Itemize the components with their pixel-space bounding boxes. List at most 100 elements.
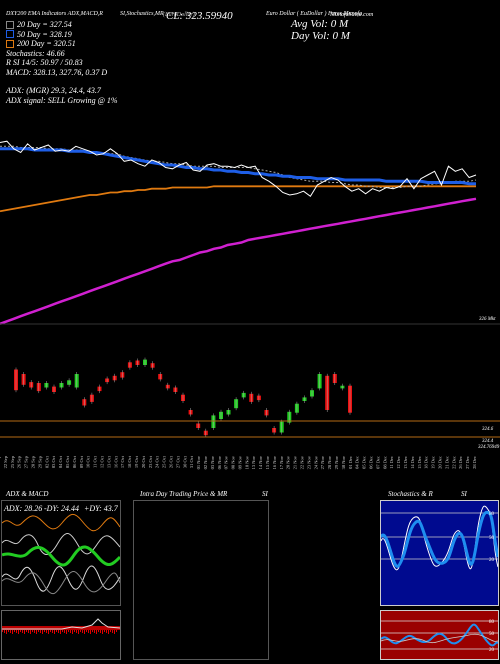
date-tick-label: 19 Oct — [134, 455, 139, 468]
mr-bar — [36, 630, 37, 634]
date-tick-label: 12 Oct — [100, 455, 105, 468]
date-tick-label: 07 Nov — [224, 455, 229, 469]
mr-bar — [4, 630, 5, 633]
legend-ema50-swatch — [6, 30, 14, 39]
mr-bar — [68, 630, 69, 632]
date-tick-label: 17 Oct — [120, 455, 125, 468]
date-tick-label: 15 Nov — [265, 455, 270, 469]
adx-white-line — [1, 533, 121, 555]
mr-bar — [34, 630, 35, 633]
macd-white-line — [1, 565, 121, 592]
macd-gray-line — [1, 571, 121, 595]
mr-bar — [112, 630, 113, 633]
mr-bar — [54, 630, 55, 634]
date-tick-label: 01 Nov — [196, 455, 201, 469]
date-tick-label: 24 Nov — [313, 455, 318, 469]
mr-bar — [56, 630, 57, 632]
mr-bar — [42, 630, 43, 634]
mr-bar — [92, 630, 93, 632]
series-price — [0, 140, 477, 198]
date-tick-label: 04 Oct — [58, 455, 63, 468]
date-tick-label: 12 Dec — [396, 456, 401, 469]
close-label: CL: 323.59940 — [166, 10, 233, 22]
date-tick-label: 28 Nov — [327, 455, 332, 469]
mr-bar — [6, 630, 7, 634]
date-tick-label: 25 Sep — [10, 455, 15, 468]
date-tick-label: 21 Nov — [293, 455, 298, 469]
mr-bar — [8, 630, 9, 632]
date-tick-label: 14 Nov — [258, 455, 263, 469]
stoch-title-right: SI — [461, 490, 467, 498]
date-tick-label: 05 Oct — [65, 455, 70, 468]
mr-bars — [2, 630, 117, 634]
date-tick-label: 07 Dec — [375, 456, 380, 469]
date-tick-label: 06 Dec — [369, 456, 374, 469]
header-left: DXY200 EMA Indicators ADX,MACD,R — [6, 11, 103, 17]
date-tick-label: 09 Oct — [79, 455, 84, 468]
rsi-svg: 80 50 20 — [380, 620, 499, 653]
adx-svg — [1, 514, 122, 595]
mr-bar — [52, 630, 53, 633]
mr-bar — [48, 630, 49, 634]
mr-bar — [74, 630, 75, 632]
date-tick-label: 10 Nov — [244, 455, 249, 469]
series-200-day — [0, 185, 476, 213]
mr-bar — [90, 630, 91, 634]
date-tick-label: 27 Sep — [24, 455, 29, 468]
adx-value: ADX: 28.26 — [4, 504, 43, 513]
mr-bar — [114, 630, 115, 634]
mr-bar — [60, 630, 61, 634]
right-label-3: 324.4 — [482, 439, 494, 444]
mr-bar — [16, 630, 17, 633]
date-tick-label: 15 Dec — [417, 456, 422, 469]
mr-red-band — [2, 626, 120, 630]
legend-ema50: 50 Day = 328.19 — [6, 30, 118, 40]
legend-ema200-text: 200 Day = 320.51 — [17, 39, 76, 48]
date-tick-label: 24 Oct — [155, 455, 160, 468]
date-tick-label: 26 Sep — [17, 455, 22, 468]
mr-line — [2, 618, 121, 630]
mr-bar — [76, 630, 77, 633]
date-tick-label: 13 Nov — [251, 455, 256, 469]
date-tick-label: 16 Nov — [272, 455, 277, 469]
right-label-2: 324.6 — [482, 427, 494, 432]
rsi-tick-50: 50 — [489, 632, 495, 637]
date-tick-label: 23 Oct — [148, 455, 153, 468]
date-tick-label: 21 Sep — [0, 455, 1, 468]
date-tick-label: 05 Dec — [362, 456, 367, 469]
mr-bar — [82, 630, 83, 633]
date-tick-label: 06 Oct — [72, 455, 77, 468]
legend-adx: ADX: (MGR) 29.3, 24.4, 43.7 — [6, 86, 101, 95]
date-tick-label: 08 Dec — [382, 456, 387, 469]
right-label-0: 326 Mkt — [479, 317, 496, 322]
date-tick-label: 03 Oct — [51, 455, 56, 468]
date-tick-label: 11 Oct — [93, 455, 98, 468]
date-tick-label: 20 Dec — [438, 456, 443, 469]
date-tick-label: 30 Nov — [341, 455, 346, 469]
mr-panel — [1, 610, 121, 660]
dy-pos: +DY: 43.7 — [84, 504, 118, 513]
mr-bar — [2, 630, 3, 632]
legend-ema20-text: 20 Day = 327.54 — [17, 20, 72, 29]
date-tick-label: 26 Dec — [458, 456, 463, 469]
mr-bar — [44, 630, 45, 632]
mr-bar — [30, 630, 31, 634]
mr-bar — [70, 630, 71, 633]
stoch-tick-80: 80 — [489, 512, 495, 517]
date-tick-label: 08 Nov — [231, 455, 236, 469]
date-tick-label: 20 Oct — [141, 455, 146, 468]
mr-bar — [72, 630, 73, 634]
date-tick-label: 26 Oct — [169, 455, 174, 468]
mr-bar — [84, 630, 85, 634]
header-right-tag: MunafaSutra.com — [330, 12, 374, 18]
stoch-svg: 80 50 20 — [379, 505, 500, 571]
date-tick-label: 16 Oct — [113, 455, 118, 468]
date-tick-label: 22 Sep — [3, 455, 8, 468]
adx-orange-line — [1, 514, 121, 532]
date-tick-label: 25 Oct — [162, 455, 167, 468]
intraday-title: Intra Day Trading Price & MR — [140, 490, 228, 498]
legend-ema200-swatch — [6, 39, 14, 48]
legend-macd: MACD: 328.13, 327.76, 0.37 D — [6, 67, 108, 77]
dy-neg: -DY: 24.44 — [44, 504, 80, 513]
